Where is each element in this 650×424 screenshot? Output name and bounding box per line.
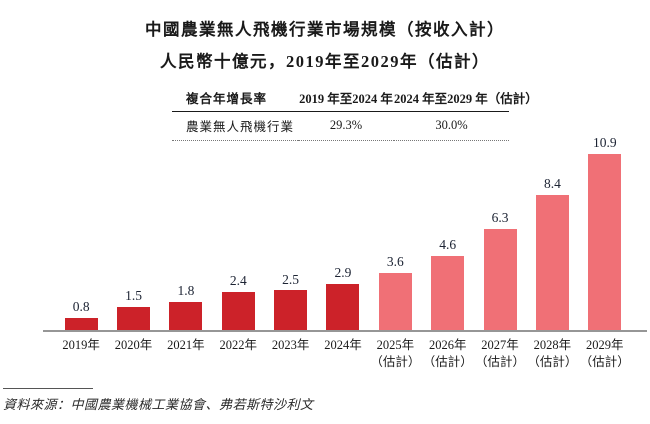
bar-chart-plot-area: 0.8 1.5 1.8 2.4 2.5 2.9 3.6 4.6 6.3 8.4 10.9 <box>55 135 631 331</box>
x-tick-year: 2020年 <box>114 338 153 352</box>
cagr-table: 複合年增長率 2019 年至2024 年 2024 年至2029 年（估計） 農… <box>172 88 538 141</box>
x-axis-line <box>43 330 647 332</box>
bar-value-label: 6.3 <box>491 209 509 225</box>
x-tick-label: 2024年 <box>317 337 369 370</box>
bar-estimate <box>431 256 465 331</box>
x-tick-estimate-suffix: （估計） <box>527 354 578 369</box>
x-tick-year: 2024年 <box>324 338 362 352</box>
bar-actual <box>117 306 151 331</box>
x-tick-label: 2028年 （估計） <box>526 337 578 370</box>
x-tick-estimate-suffix: （估計） <box>422 354 473 369</box>
bar-value-label: 2.4 <box>229 273 247 289</box>
bar-actual <box>169 301 203 331</box>
bar-value-label: 3.6 <box>386 253 404 269</box>
bar-value-label: 8.4 <box>543 175 561 191</box>
source-divider-line <box>3 388 93 389</box>
x-tick-year: 2028年 <box>533 338 572 352</box>
source-note: 資料來源：中國農業機械工業協會、弗若斯特沙利文 <box>3 397 314 412</box>
x-tick-year: 2027年 <box>481 338 519 352</box>
x-tick-label: 2022年 <box>212 337 264 370</box>
bar-group: 8.4 <box>526 175 578 331</box>
x-tick-estimate-suffix: （估計） <box>579 354 630 369</box>
x-tick-estimate-suffix: （估計） <box>475 354 526 369</box>
x-tick-label: 2026年 （估計） <box>422 337 474 370</box>
x-tick-year: 2026年 <box>428 338 467 352</box>
bar-estimate <box>483 228 517 331</box>
bar-value-label: 2.5 <box>282 271 300 287</box>
bar-group: 4.6 <box>422 238 474 331</box>
x-tick-year: 2023年 <box>271 338 310 352</box>
bar-value-label: 2.9 <box>334 265 352 281</box>
bar-value-label: 10.9 <box>592 135 617 151</box>
cagr-header-2019-2024: 2019 年至2024 年 <box>299 92 393 106</box>
x-tick-year: 2022年 <box>219 338 258 352</box>
bar-group: 1.5 <box>107 287 159 331</box>
x-tick-label: 2029年 （估計） <box>579 337 631 370</box>
bar-group: 2.5 <box>264 271 316 331</box>
cagr-industry-label: 農業無人飛機行業 <box>186 120 295 134</box>
bar-value-label: 0.8 <box>72 299 90 315</box>
x-tick-label: 2023年 <box>264 337 316 370</box>
bar-actual <box>326 283 360 331</box>
x-tick-year: 2021年 <box>167 338 205 352</box>
bar-group: 2.4 <box>212 273 264 331</box>
x-tick-label: 2021年 <box>160 337 212 370</box>
cagr-value-2019-2024: 29.3% <box>329 118 363 132</box>
bar-actual <box>64 318 98 331</box>
chart-title-line1: 中國農業無人飛機行業市場規模（按收入計） <box>145 20 505 39</box>
bar-group: 10.9 <box>579 135 631 331</box>
x-tick-year: 2025年 <box>376 338 415 352</box>
bar-estimate <box>588 154 622 331</box>
x-tick-label: 2027年 （估計） <box>474 337 526 370</box>
bar-group: 6.3 <box>474 209 526 331</box>
bar-estimate <box>535 194 569 331</box>
cagr-header-metric: 複合年增長率 <box>186 92 268 106</box>
bar-value-label: 1.5 <box>125 287 142 303</box>
bar-value-label: 4.6 <box>439 237 457 253</box>
x-tick-label: 2020年 <box>107 337 159 370</box>
x-tick-label: 2025年 （估計） <box>369 337 421 370</box>
x-tick-year: 2019年 <box>62 338 100 352</box>
x-tick-label: 2019年 <box>55 337 107 370</box>
cagr-header-row: 複合年增長率 2019 年至2024 年 2024 年至2029 年（估計） <box>172 88 538 112</box>
bar-group: 0.8 <box>55 299 107 331</box>
bar-value-label: 1.8 <box>177 282 195 298</box>
cagr-data-row: 農業無人飛機行業 29.3% 30.0% <box>172 112 509 141</box>
bar-actual <box>274 290 308 331</box>
x-tick-estimate-suffix: （估計） <box>370 354 421 369</box>
bar-group: 2.9 <box>317 265 369 331</box>
bar-actual <box>221 292 255 331</box>
x-axis-tick-labels: 2019年 2020年 2021年 2022年 2023年 2024年 2025年 （估計） 2… <box>55 337 631 370</box>
bar-group: 1.8 <box>160 282 212 331</box>
x-tick-year: 2029年 <box>586 338 624 352</box>
chart-title-line2: 人民幣十億元，2019年至2029年（估計） <box>160 52 490 71</box>
bar-estimate <box>378 272 412 331</box>
bar-group: 3.6 <box>369 253 421 331</box>
cagr-header-2024-2029: 2024 年至2029 年（估計） <box>394 92 538 106</box>
cagr-value-2024-2029: 30.0% <box>435 118 468 132</box>
